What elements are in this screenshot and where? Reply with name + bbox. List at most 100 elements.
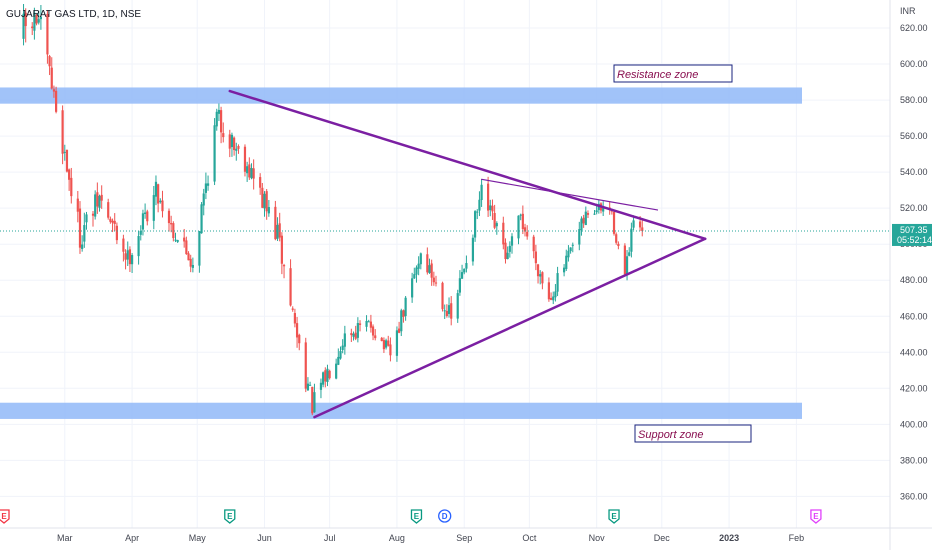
candle-body bbox=[341, 345, 344, 350]
candle bbox=[549, 292, 553, 301]
candle bbox=[547, 277, 551, 302]
candle-body bbox=[369, 321, 372, 328]
candle bbox=[480, 179, 483, 207]
candle-body bbox=[267, 207, 270, 214]
candle bbox=[517, 215, 520, 245]
triangle-lower-line bbox=[313, 237, 707, 419]
candle bbox=[456, 289, 459, 323]
candle-body bbox=[248, 164, 251, 178]
candle-body bbox=[215, 111, 218, 127]
candle bbox=[98, 194, 101, 212]
y-tick-label: 480.00 bbox=[900, 275, 928, 285]
x-tick-label: Feb bbox=[789, 533, 805, 543]
candle bbox=[404, 296, 407, 321]
candle bbox=[282, 263, 286, 279]
candle bbox=[280, 232, 283, 275]
candle-body bbox=[630, 228, 633, 252]
candle bbox=[476, 209, 479, 220]
candle-body bbox=[115, 225, 118, 241]
candle-body bbox=[532, 236, 535, 252]
candle bbox=[187, 251, 190, 261]
candle-body bbox=[632, 220, 635, 228]
event-badge-letter: E bbox=[1, 512, 7, 521]
candle bbox=[63, 144, 66, 161]
candle bbox=[111, 218, 114, 233]
candle bbox=[96, 182, 99, 214]
candle-body bbox=[354, 332, 357, 339]
candles bbox=[22, 3, 644, 416]
candle-body bbox=[641, 227, 644, 231]
candle bbox=[400, 308, 403, 337]
candle-body bbox=[65, 149, 69, 172]
candle-body bbox=[230, 134, 234, 148]
candle-body bbox=[48, 56, 51, 67]
candle bbox=[198, 230, 201, 273]
candle-body bbox=[187, 253, 190, 261]
candle-body bbox=[519, 214, 522, 216]
candle-body bbox=[562, 267, 566, 273]
zones bbox=[0, 87, 802, 419]
candle bbox=[365, 315, 368, 332]
candle-body bbox=[395, 330, 399, 356]
candle bbox=[556, 266, 559, 297]
candle-body bbox=[539, 274, 542, 277]
event-badge: D bbox=[438, 509, 452, 523]
candle-body bbox=[94, 194, 97, 217]
last-price-tag-bg bbox=[892, 223, 932, 246]
candle bbox=[523, 223, 527, 237]
candle-body bbox=[434, 282, 438, 284]
candle-body bbox=[111, 220, 114, 223]
candle bbox=[473, 210, 477, 242]
candle-body bbox=[447, 305, 451, 315]
candle bbox=[356, 317, 359, 343]
candle-body bbox=[222, 133, 225, 138]
candle bbox=[293, 308, 297, 328]
candle-body bbox=[291, 308, 294, 310]
candle bbox=[508, 241, 511, 258]
candle bbox=[552, 291, 555, 305]
event-badge-letter: E bbox=[227, 512, 233, 521]
candle-body bbox=[413, 274, 416, 279]
candle-body bbox=[128, 249, 132, 265]
candle-body bbox=[521, 213, 524, 230]
candle-body bbox=[339, 351, 342, 359]
candle-body bbox=[50, 67, 53, 89]
candle bbox=[146, 209, 149, 226]
candle-body bbox=[536, 264, 540, 277]
triangle-upper-line bbox=[228, 89, 707, 241]
candle bbox=[278, 212, 281, 242]
candle bbox=[137, 230, 140, 265]
candle-body bbox=[141, 213, 145, 230]
candle-body bbox=[625, 256, 629, 275]
candle bbox=[274, 200, 277, 241]
candle bbox=[465, 255, 468, 273]
candle bbox=[113, 213, 116, 231]
candle-body bbox=[350, 333, 353, 336]
candle-body bbox=[213, 125, 216, 182]
candle-body bbox=[246, 166, 249, 174]
candle bbox=[176, 239, 179, 244]
candle bbox=[141, 209, 145, 236]
x-tick-label: Dec bbox=[654, 533, 671, 543]
candle-body bbox=[293, 313, 297, 324]
candle bbox=[228, 129, 231, 158]
candle-body bbox=[154, 181, 158, 197]
candle-body bbox=[276, 224, 279, 239]
candle bbox=[602, 201, 605, 216]
candle-body bbox=[189, 258, 192, 267]
candle-body bbox=[100, 194, 103, 201]
candle-body bbox=[183, 237, 186, 242]
candle-body bbox=[24, 12, 27, 27]
y-tick-label: 540.00 bbox=[900, 167, 928, 177]
candle bbox=[411, 272, 414, 303]
minor-resistance-line bbox=[481, 178, 659, 211]
candle bbox=[295, 316, 299, 348]
candle-body bbox=[506, 252, 509, 259]
candle bbox=[222, 122, 225, 143]
candle-body bbox=[200, 204, 203, 234]
candle-body bbox=[476, 211, 479, 213]
candle-body bbox=[263, 193, 266, 209]
candle-body bbox=[31, 26, 34, 29]
